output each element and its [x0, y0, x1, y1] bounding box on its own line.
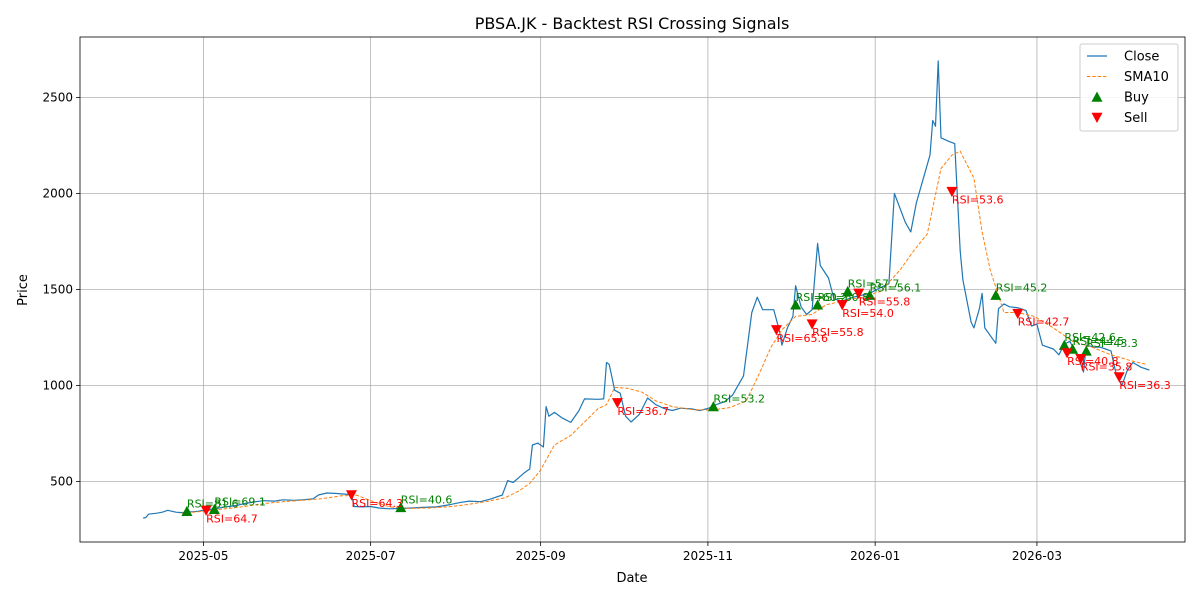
legend-swatch-sell	[1091, 112, 1103, 123]
legend-label-buy: Buy	[1124, 91, 1149, 106]
buy-marker	[842, 285, 854, 297]
buy-marker	[181, 505, 193, 516]
buy-marker	[395, 501, 407, 513]
sell-marker	[345, 490, 357, 501]
sell-rsi-label: RSI=54.0	[842, 307, 894, 320]
sell-marker	[1061, 348, 1073, 359]
buy-marker	[707, 401, 719, 412]
buy-marker	[208, 503, 220, 515]
sell-marker	[853, 288, 865, 299]
sell-marker	[1113, 372, 1125, 383]
buy-rsi-label: RSI=43.3	[1086, 337, 1138, 350]
x-tick-label: 2026-01	[850, 549, 900, 563]
sell-marker	[1075, 353, 1087, 365]
buy-rsi-label: RSI=40.6	[401, 493, 453, 506]
sell-rsi-label: RSI=55.8	[859, 295, 911, 308]
buy-rsi-label: RSI=45.2	[996, 281, 1048, 294]
buy-marker	[1080, 345, 1092, 356]
legend: Close SMA10 Buy Sell	[1079, 43, 1179, 132]
legend-label-sell: Sell	[1124, 111, 1147, 126]
y-axis-label: Price	[16, 274, 31, 306]
sell-rsi-label: RSI=65.6	[776, 332, 828, 345]
sell-marker	[611, 398, 623, 409]
y-tick-label: 1000	[42, 379, 73, 393]
buy-marker	[1058, 339, 1070, 350]
sell-marker	[806, 319, 818, 330]
sell-rsi-label: RSI=64.7	[206, 512, 258, 525]
buy-rsi-label: RSI=60.2	[796, 291, 848, 304]
buy-marker	[864, 289, 876, 300]
buy-rsi-label: RSI=69.1	[214, 495, 266, 508]
x-tick-label: 2025-07	[346, 549, 396, 563]
buy-rsi-label: RSI=44.5	[1073, 335, 1125, 348]
sell-rsi-label: RSI=64.3	[351, 497, 403, 510]
legend-swatch-buy	[1091, 91, 1103, 102]
axis-ticks: 2025-05 2025-07 2025-09 2025-11 2026-01 2026-…	[42, 90, 1062, 563]
sell-rsi-label: RSI=55.8	[812, 326, 864, 339]
buy-rsi-label: RSI=56.1	[870, 281, 922, 294]
legend-label-close: Close	[1124, 50, 1159, 65]
sell-marker	[200, 505, 212, 516]
sell-rsi-label: RSI=35.8	[1081, 361, 1133, 374]
buy-rsi-label: RSI=42.6	[1064, 331, 1116, 344]
legend-box	[1079, 43, 1179, 132]
buy-marker	[990, 289, 1002, 300]
y-tick-label: 2500	[42, 90, 73, 104]
buy-marker	[790, 299, 802, 310]
y-tick-label: 500	[50, 475, 73, 489]
sell-rsi-label: RSI=36.7	[617, 405, 669, 418]
sell-rsi-label: RSI=42.7	[1018, 316, 1070, 329]
sell-marker	[770, 325, 782, 336]
sell-rsi-label: RSI=36.3	[1119, 379, 1171, 392]
sell-marker	[836, 300, 848, 311]
y-tick-label: 2000	[42, 186, 73, 200]
y-tick-label: 1500	[42, 283, 73, 297]
x-tick-label: 2025-05	[178, 549, 228, 563]
chart-title: PBSA.JK - Backtest RSI Crossing Signals	[475, 14, 790, 33]
sell-marker	[1012, 308, 1024, 320]
grid-lines	[80, 37, 1185, 542]
x-tick-label: 2025-09	[516, 549, 566, 563]
buy-marker	[812, 299, 824, 310]
sell-rsi-label: RSI=53.6	[952, 194, 1004, 207]
legend-label-sma10: SMA10	[1124, 70, 1169, 85]
series-line-sma10	[181, 150, 1147, 514]
x-tick-label: 2025-11	[683, 549, 733, 563]
sell-marker	[946, 186, 958, 198]
series-layer	[143, 60, 1150, 519]
x-tick-label: 2026-03	[1012, 549, 1062, 563]
buy-rsi-label: RSI=81.6	[187, 497, 239, 510]
x-axis-label: Date	[616, 571, 647, 586]
buy-rsi-label: RSI=53.2	[713, 393, 765, 406]
buy-rsi-label: RSI=57.7	[848, 277, 900, 290]
